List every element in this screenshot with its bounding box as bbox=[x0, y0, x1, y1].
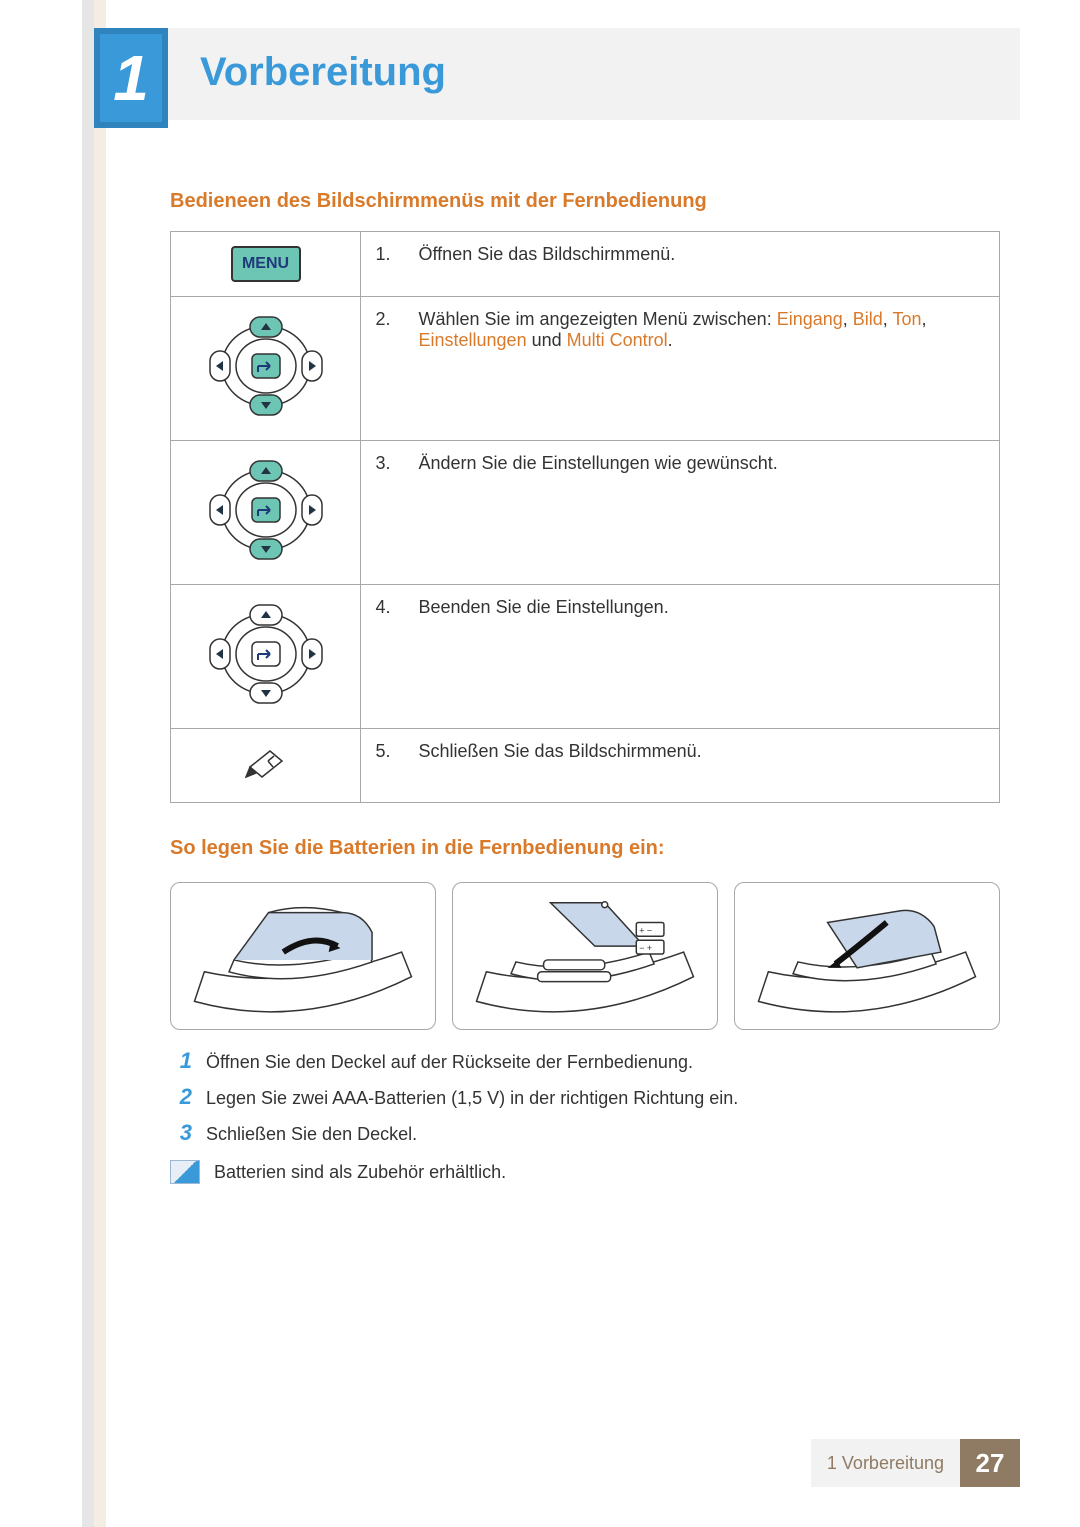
dpad-icon bbox=[206, 599, 326, 709]
dpad-icon bbox=[206, 311, 326, 421]
chapter-number: 1 bbox=[113, 41, 149, 115]
instruction-icon-cell bbox=[171, 297, 361, 441]
battery-illus-3 bbox=[734, 882, 1000, 1030]
table-row: 3.Ändern Sie die Einstellungen wie gewün… bbox=[171, 441, 1000, 585]
step-text: Schließen Sie den Deckel. bbox=[206, 1124, 417, 1145]
svg-text:+ −: + − bbox=[639, 925, 652, 935]
instruction-text: Beenden Sie die Einstellungen. bbox=[405, 585, 1000, 729]
step-row: 3 Schließen Sie den Deckel. bbox=[170, 1120, 1000, 1146]
exit-icon bbox=[242, 743, 290, 783]
menu-instruction-table: MENU 1.Öffnen Sie das Bildschirmmenü.2.Wä… bbox=[170, 231, 1000, 803]
instruction-text: Wählen Sie im angezeigten Menü zwischen:… bbox=[405, 297, 1000, 441]
menu-link: Ton bbox=[892, 309, 921, 329]
menu-link: Einstellungen bbox=[419, 330, 527, 350]
table-row: 4.Beenden Sie die Einstellungen. bbox=[171, 585, 1000, 729]
table-row: MENU 1.Öffnen Sie das Bildschirmmenü. bbox=[171, 232, 1000, 297]
table-row: 2.Wählen Sie im angezeigten Menü zwische… bbox=[171, 297, 1000, 441]
instruction-icon-cell bbox=[171, 729, 361, 803]
menu-link: Multi Control bbox=[567, 330, 668, 350]
instruction-number: 2. bbox=[361, 297, 405, 441]
chapter-number-badge: 1 bbox=[94, 28, 168, 128]
instruction-number: 4. bbox=[361, 585, 405, 729]
instruction-number: 5. bbox=[361, 729, 405, 803]
footer-label: 1 Vorbereitung bbox=[811, 1439, 960, 1487]
instruction-icon-cell bbox=[171, 585, 361, 729]
step-number: 2 bbox=[170, 1084, 192, 1110]
instruction-number: 3. bbox=[361, 441, 405, 585]
table-row: 5.Schließen Sie das Bildschirmmenü. bbox=[171, 729, 1000, 803]
instruction-icon-cell bbox=[171, 441, 361, 585]
svg-text:− +: − + bbox=[639, 943, 652, 953]
instruction-number: 1. bbox=[361, 232, 405, 297]
section2-title: So legen Sie die Batterien in die Fernbe… bbox=[170, 837, 1000, 860]
page-content: Bedieneen des Bildschirmmenüs mit der Fe… bbox=[170, 190, 1000, 1427]
battery-illus-1 bbox=[170, 882, 436, 1030]
left-rail bbox=[82, 0, 94, 1527]
battery-illus-2: + − − + bbox=[452, 882, 718, 1030]
instruction-text: Öffnen Sie das Bildschirmmenü. bbox=[405, 232, 1000, 297]
page-footer: 1 Vorbereitung 27 bbox=[811, 1439, 1020, 1487]
section1-title: Bedieneen des Bildschirmmenüs mit der Fe… bbox=[170, 190, 1000, 213]
menu-link: Bild bbox=[853, 309, 883, 329]
step-number: 1 bbox=[170, 1048, 192, 1074]
instruction-icon-cell: MENU bbox=[171, 232, 361, 297]
battery-illustrations: + − − + bbox=[170, 882, 1000, 1030]
chapter-title: Vorbereitung bbox=[200, 50, 446, 95]
step-row: 2 Legen Sie zwei AAA-Batterien (1,5 V) in… bbox=[170, 1084, 1000, 1110]
step-text: Legen Sie zwei AAA-Batterien (1,5 V) in … bbox=[206, 1088, 738, 1109]
step-number: 3 bbox=[170, 1120, 192, 1146]
step-text: Öffnen Sie den Deckel auf der Rückseite … bbox=[206, 1052, 693, 1073]
menu-button-icon: MENU bbox=[231, 246, 301, 282]
note: Batterien sind als Zubehör erhältlich. bbox=[170, 1160, 1000, 1184]
note-text: Batterien sind als Zubehör erhältlich. bbox=[214, 1162, 506, 1183]
instruction-text: Ändern Sie die Einstellungen wie gewünsc… bbox=[405, 441, 1000, 585]
instruction-text: Schließen Sie das Bildschirmmenü. bbox=[405, 729, 1000, 803]
note-icon bbox=[170, 1160, 200, 1184]
battery-steps: 1 Öffnen Sie den Deckel auf der Rückseite… bbox=[170, 1048, 1000, 1146]
left-rail-accent bbox=[94, 0, 106, 1527]
chapter-header: 1 Vorbereitung bbox=[82, 28, 1020, 120]
step-row: 1 Öffnen Sie den Deckel auf der Rückseite… bbox=[170, 1048, 1000, 1074]
menu-link: Eingang bbox=[777, 309, 843, 329]
footer-page-number: 27 bbox=[960, 1439, 1020, 1487]
dpad-icon bbox=[206, 455, 326, 565]
